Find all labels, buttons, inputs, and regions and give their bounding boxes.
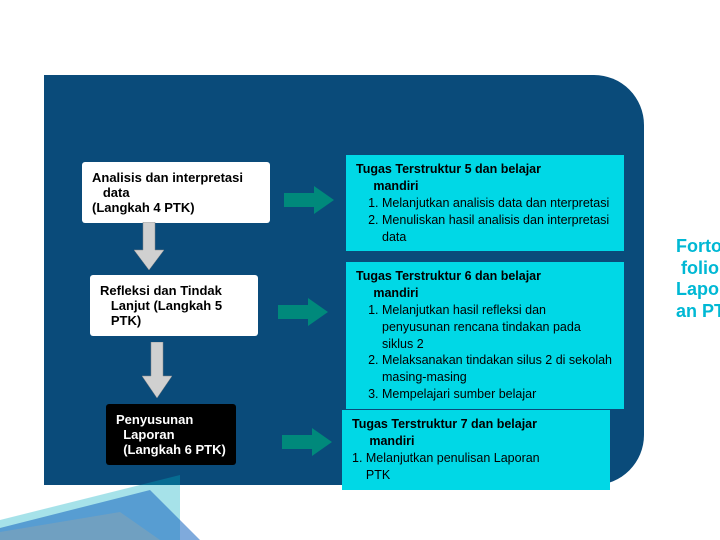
task-item: Melanjutkan analisis data dan nterpretas… <box>382 195 614 212</box>
task-box-6: Tugas Terstruktur 6 dan belajar mandiri … <box>346 262 624 409</box>
stage-line: data <box>92 185 260 200</box>
stage-line: (Langkah 6 PTK) <box>116 442 226 457</box>
task-title: Tugas Terstruktur 5 dan belajar <box>356 161 614 178</box>
arrow-down-icon <box>142 342 172 398</box>
task-item: Melanjutkan hasil refleksi dan penyusuna… <box>382 302 614 353</box>
side-line: Lapor <box>676 279 720 301</box>
stage-line: Laporan <box>116 427 226 442</box>
stage-line: Penyusunan <box>116 412 226 427</box>
task-title: mandiri <box>356 178 614 195</box>
task-list: Melanjutkan analisis data dan nterpretas… <box>382 195 614 246</box>
stage-analysis: Analisis dan interpretasi data (Langkah … <box>82 162 270 223</box>
task-item: Melaksanakan tindakan silus 2 di sekolah… <box>382 352 614 386</box>
task-title: Tugas Terstruktur 6 dan belajar <box>356 268 614 285</box>
task-item: 1. Melanjutkan penulisan Laporan <box>352 450 600 467</box>
task-item: Mempelajari sumber belajar <box>382 386 614 403</box>
task-title: Tugas Terstruktur 7 dan belajar <box>352 416 600 433</box>
task-box-5: Tugas Terstruktur 5 dan belajar mandiri … <box>346 155 624 251</box>
task-item: Menuliskan hasil analisis dan interpreta… <box>382 212 614 246</box>
side-label: Forto folio Lapor an PTK <box>676 236 720 322</box>
footer-decoration <box>0 470 720 540</box>
side-line: Forto <box>676 236 720 258</box>
task-title: mandiri <box>352 433 600 450</box>
arrow-down-icon <box>134 222 164 270</box>
side-line: folio <box>676 258 720 280</box>
stage-line: PTK) <box>100 313 248 328</box>
task-title: mandiri <box>356 285 614 302</box>
side-line: an PTK <box>676 301 720 323</box>
task-list: Melanjutkan hasil refleksi dan penyusuna… <box>382 302 614 403</box>
stage-line: Analisis dan interpretasi <box>92 170 260 185</box>
stage-line: Lanjut (Langkah 5 <box>100 298 248 313</box>
stage-line: Refleksi dan Tindak <box>100 283 248 298</box>
stage-reflection: Refleksi dan Tindak Lanjut (Langkah 5 PT… <box>90 275 258 336</box>
arrow-right-icon <box>278 298 328 326</box>
stage-report: Penyusunan Laporan (Langkah 6 PTK) <box>106 404 236 465</box>
stage-line: (Langkah 4 PTK) <box>92 200 260 215</box>
arrow-right-icon <box>284 186 334 214</box>
arrow-right-icon <box>282 428 332 456</box>
